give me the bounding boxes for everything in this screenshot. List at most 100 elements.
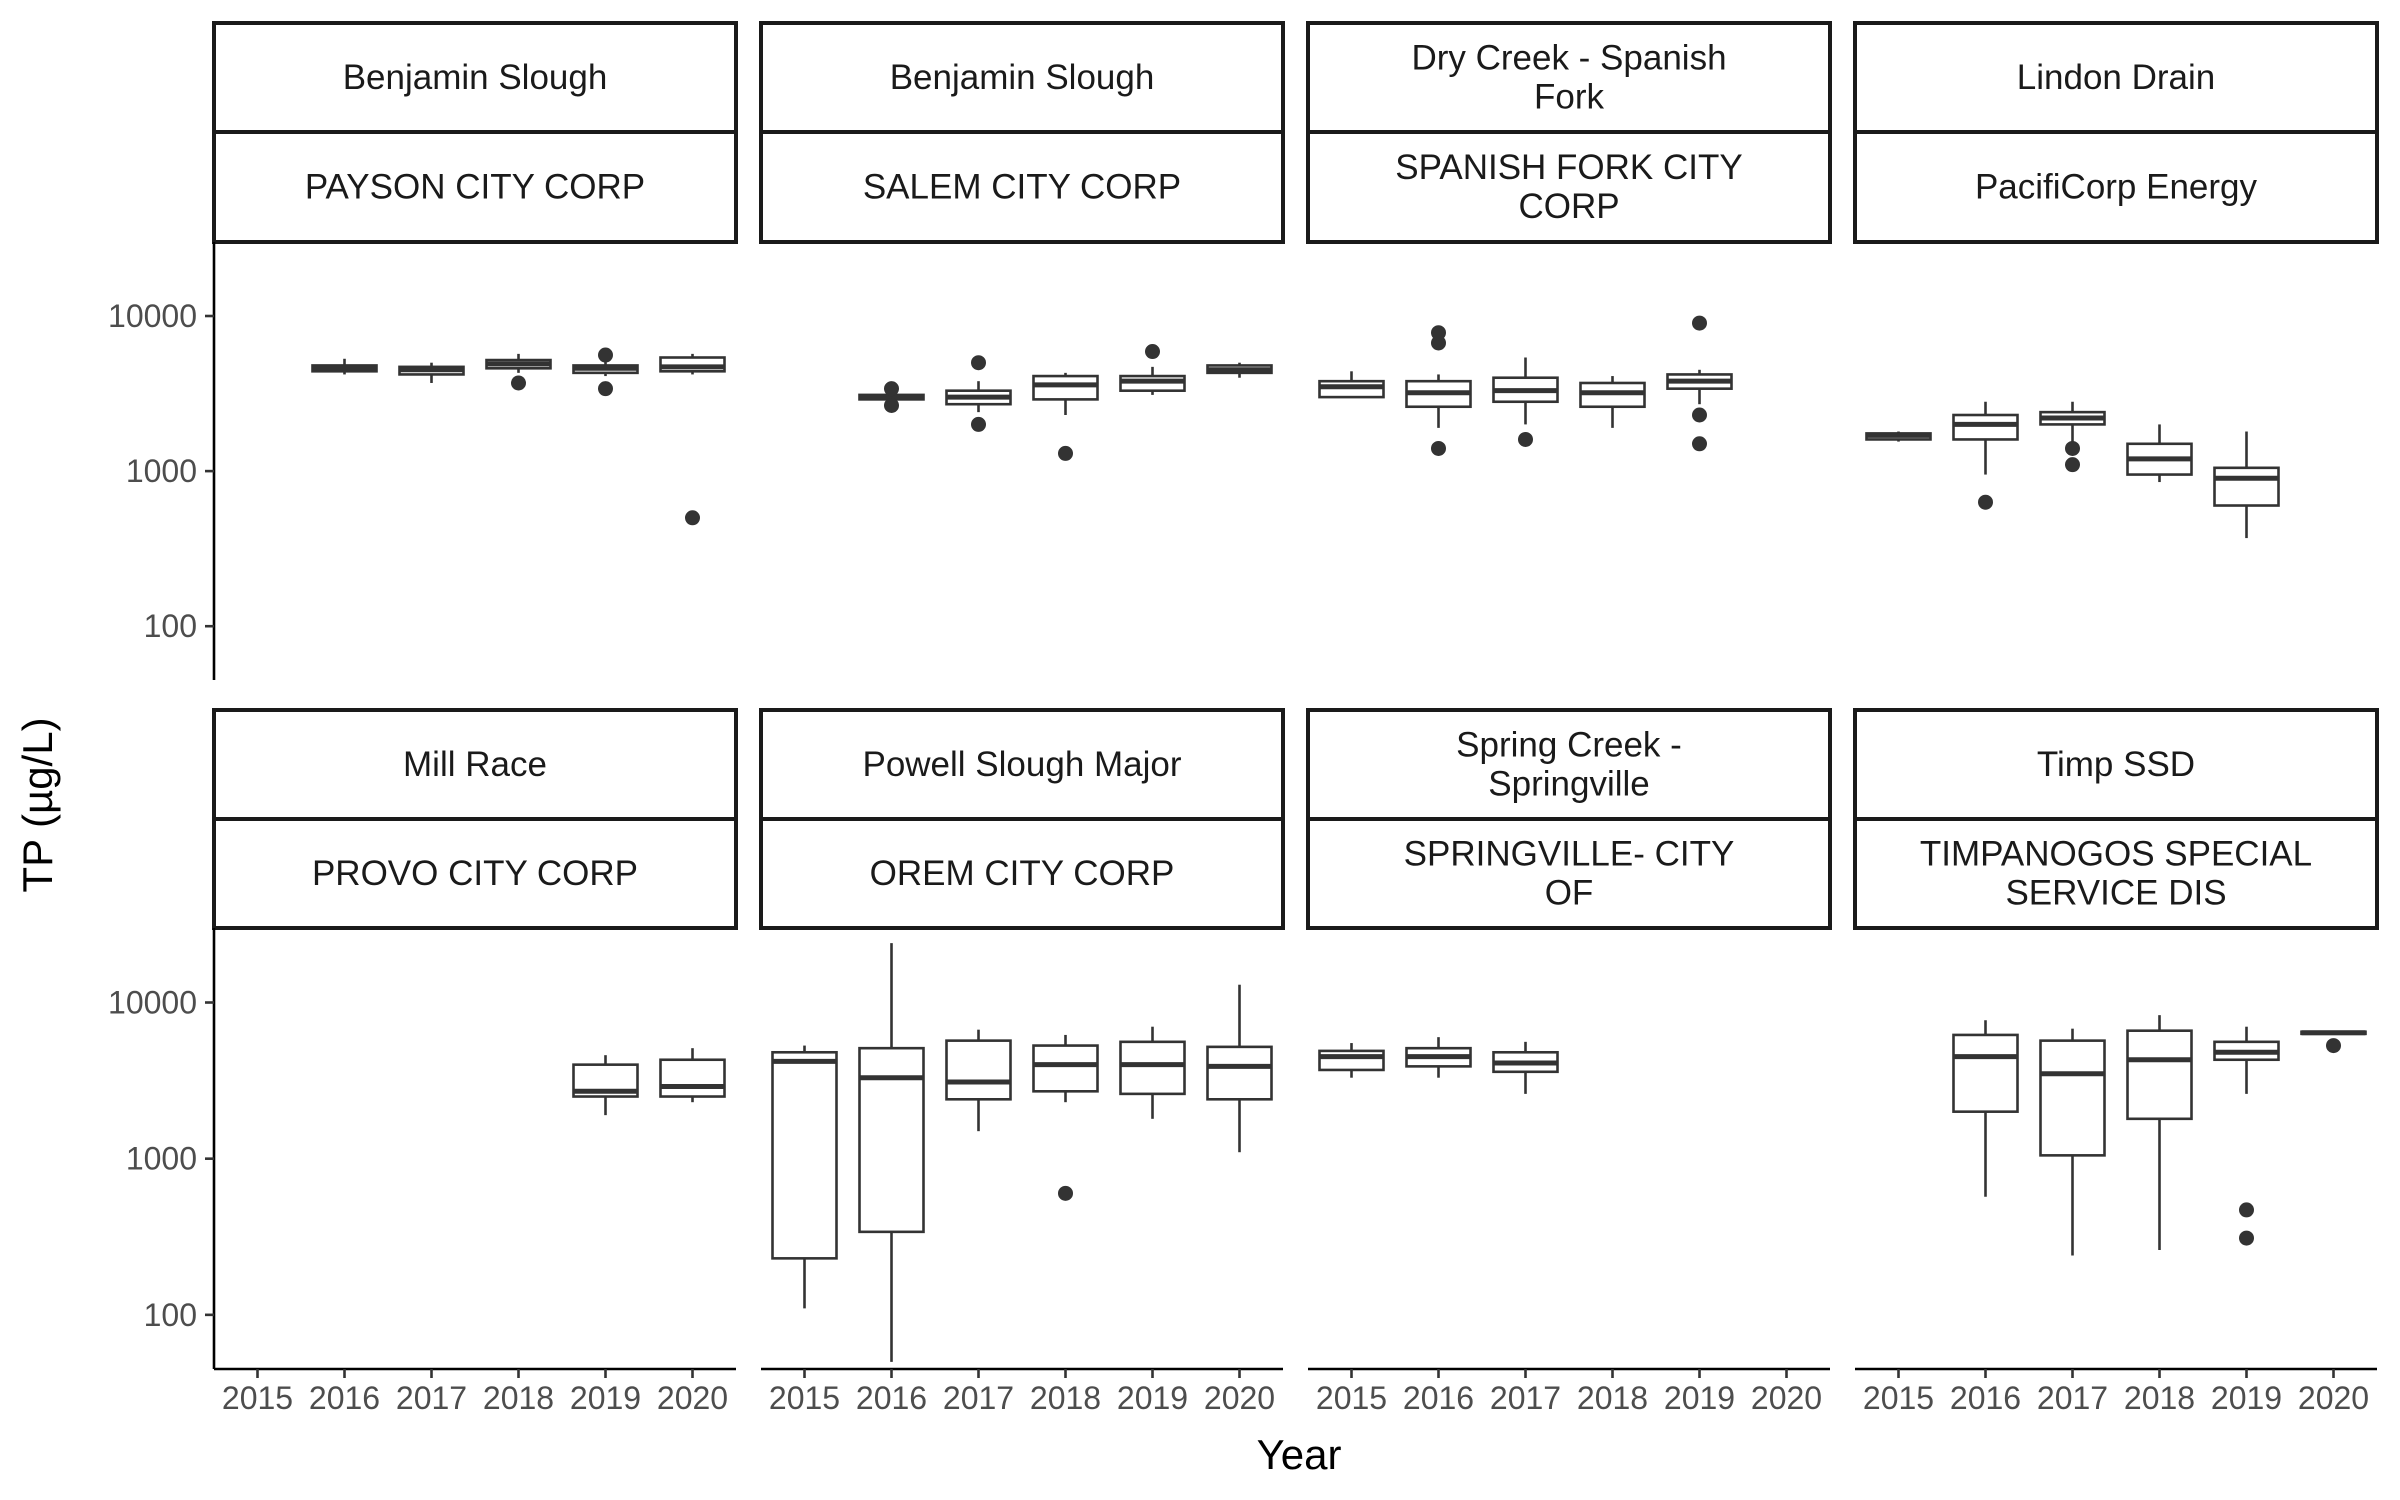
panel-4: Lindon Drain PacifiCorp Energy [1853,21,2379,539]
strip-label-permittee: OREM CITY CORP [870,854,1175,893]
box-2017 [945,1029,1012,1132]
strip-label-permittee: PAYSON CITY CORP [305,168,645,207]
strip-label-permittee-line-2: SERVICE DIS [2005,874,2226,913]
outlier-point [884,381,899,397]
outlier-point [1692,315,1707,331]
facet-strip-waterbody [1853,21,2379,134]
box-2018 [1032,1034,1099,1201]
box-2016 [1952,1020,2019,1197]
y-axes: 100 1000 10000 100 1000 10000 [108,242,216,1369]
facet-strip-permittee [212,130,738,244]
outlier-point [1145,344,1160,360]
facet-strip-permittee [1853,817,2379,930]
strip-label-permittee: PROVO CITY CORP [312,854,638,893]
outlier-point [2065,457,2080,473]
box-2018 [1032,372,1099,461]
strip-label-waterbody-line-1: Dry Creek - Spanish [1411,39,1726,78]
outlier-point [598,381,613,397]
strip-label-waterbody: Powell Slough Major [862,745,1181,784]
outlier-point [598,347,613,363]
facet-strip-permittee [759,817,1285,930]
x-tick-label: 2016 [1403,1380,1474,1416]
box-2020 [659,353,726,526]
outlier-point [971,355,986,371]
strip-label-waterbody-line-1: Spring Creek - [1456,726,1682,765]
x-tick-label: 2015 [1316,1380,1387,1416]
box-2019 [2213,1026,2280,1246]
panel-7: Spring Creek -Springville SPRINGVILLE- CI… [1306,708,1832,1094]
outlier-point [1692,436,1707,452]
strip-label-permittee-line-2: CORP [1518,187,1619,226]
box-2020 [1206,362,1273,378]
strip-label-permittee-line-1: SPRINGVILLE- CITY [1404,835,1735,874]
outlier-point [2239,1202,2254,1218]
panel-2: Benjamin Slough SALEM CITY CORP [759,21,1285,461]
strip-label-waterbody: Lindon Drain [2017,58,2215,97]
outlier-point [685,510,700,526]
box-2020 [2300,1030,2367,1054]
x-tick-label: 2019 [2211,1380,2282,1416]
outlier-point [884,397,899,413]
box-2017 [2039,1028,2106,1256]
box-2016 [1952,401,2019,510]
x-axis-panel-6: 2015 2016 2017 2018 2019 2020 [761,1367,1283,1416]
x-tick-label: 2019 [570,1380,641,1416]
strip-label-waterbody: Benjamin Slough [343,58,608,97]
box-2018 [2126,1015,2193,1251]
box-2017 [398,362,465,383]
box-iqr [659,1058,726,1098]
box-iqr [771,1050,838,1260]
x-tick-label: 2019 [1664,1380,1735,1416]
x-tick-label: 2016 [856,1380,927,1416]
box-2018 [485,353,552,391]
y-axis-title: TP (µg/L) [14,717,61,892]
box-iqr [1206,1045,1273,1101]
box-2019 [1666,315,1733,452]
box-2016 [1405,1037,1472,1078]
box-2015 [771,1045,838,1309]
outlier-point [1431,440,1446,456]
box-2016 [858,381,925,413]
x-tick-label: 2015 [222,1380,293,1416]
facet-strip-permittee [759,130,1285,244]
panel-5: Mill Race PROVO CITY CORP [212,708,738,1116]
strip-label-waterbody-line-2: Fork [1534,78,1605,117]
y-tick-label: 10000 [108,298,197,334]
box-iqr [1032,374,1099,401]
strip-label-permittee: SALEM CITY CORP [863,168,1181,207]
outlier-point [2326,1038,2341,1054]
x-tick-label: 2017 [396,1380,467,1416]
x-tick-label: 2018 [483,1380,554,1416]
facet-strip-waterbody [759,708,1285,821]
box-iqr [2213,466,2280,507]
strip-label-permittee: PacifiCorp Energy [1975,168,2258,207]
box-2016 [858,943,925,1362]
x-tick-label: 2018 [1030,1380,1101,1416]
y-axis-row-2: 100 1000 10000 [108,928,216,1369]
box-2016 [1405,325,1472,456]
box-2016 [311,358,378,375]
box-iqr [1032,1044,1099,1093]
box-2019 [2213,431,2280,539]
outlier-point [2239,1230,2254,1246]
x-tick-label: 2016 [309,1380,380,1416]
outlier-point [1431,325,1446,341]
panel-6: Powell Slough Major OREM CITY CORP [759,708,1285,1362]
y-tick-label: 100 [144,1297,197,1333]
x-tick-label: 2020 [2298,1380,2369,1416]
outlier-point [511,375,526,391]
x-axis-panel-5: 2015 2016 2017 2018 2019 2020 [214,1367,736,1416]
box-2017 [945,355,1012,432]
y-tick-label: 1000 [126,453,197,489]
box-iqr [2039,1039,2106,1157]
box-2020 [659,1048,726,1103]
facet-strip-waterbody [212,21,738,134]
box-iqr [1952,1033,2019,1113]
outlier-point [1058,1185,1073,1201]
box-2015 [1865,431,1932,442]
outlier-point [1058,445,1073,461]
box-2020 [1206,984,1273,1153]
x-axes: 2015 2016 2017 2018 2019 2020 2015 2016 2017 2018… [214,1367,2377,1416]
